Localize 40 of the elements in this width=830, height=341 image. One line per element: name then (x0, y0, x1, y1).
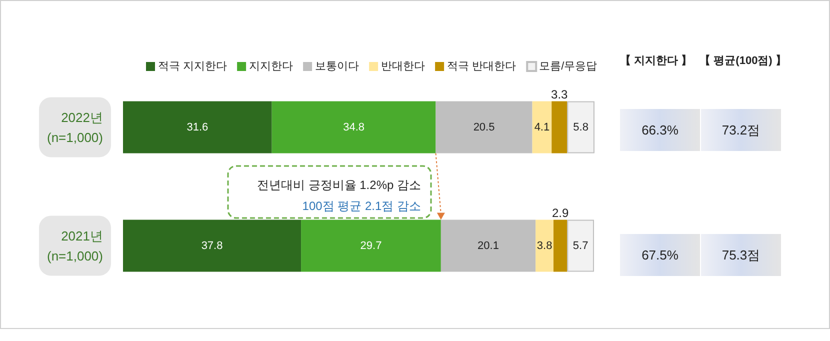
bar (440, 220, 536, 272)
data-label: 5.7 (572, 240, 588, 252)
y-tick-label: 2021년 (n=1,000) (46, 228, 103, 264)
data-label: 37.8 (201, 240, 223, 252)
bar (536, 220, 554, 272)
legend-label: 적극 지지한다 (158, 60, 228, 72)
y-tick-label: 2022년 (n=1,000) (46, 110, 103, 145)
annotation: 100점 평균 2.1점 감소 (302, 199, 421, 213)
text: 75.3점 (722, 248, 760, 262)
bar (436, 101, 532, 154)
data-label: 5.8 (573, 121, 588, 134)
bar (301, 220, 441, 272)
text: 【 지지한다 】 (620, 54, 692, 67)
text: 【 평균(100점) 】 (700, 54, 786, 67)
bar (123, 220, 302, 272)
text: 73.2점 (722, 122, 760, 138)
legend-label: 지지한다 (249, 60, 294, 72)
legend-label: 모름/무응답 (539, 60, 598, 72)
data-label: 20.1 (478, 240, 499, 252)
data-label: 20.5 (473, 121, 495, 134)
bar (123, 101, 272, 154)
text: 67.5% (642, 248, 679, 262)
bar (567, 101, 594, 154)
data-label: 3.3 (551, 87, 568, 102)
data-label: 29.7 (360, 240, 382, 252)
data-label: 2.9 (552, 206, 569, 220)
annotation: 전년대비 긍정비율 1.2%p 감소 (256, 178, 421, 192)
legend-label: 보통이다 (315, 60, 360, 72)
data-label: 4.1 (534, 121, 550, 134)
data-label: 31.6 (186, 121, 208, 134)
bar (553, 220, 568, 272)
bar (567, 220, 594, 272)
data-label: 34.8 (343, 121, 364, 134)
legend-label: 적극 반대한다 (447, 60, 516, 72)
legend-label: 반대한다 (381, 60, 426, 72)
text: 66.3% (642, 122, 679, 138)
bar (552, 101, 568, 154)
bar (532, 101, 552, 154)
data-label: 3.8 (536, 240, 552, 252)
bar (272, 101, 436, 154)
